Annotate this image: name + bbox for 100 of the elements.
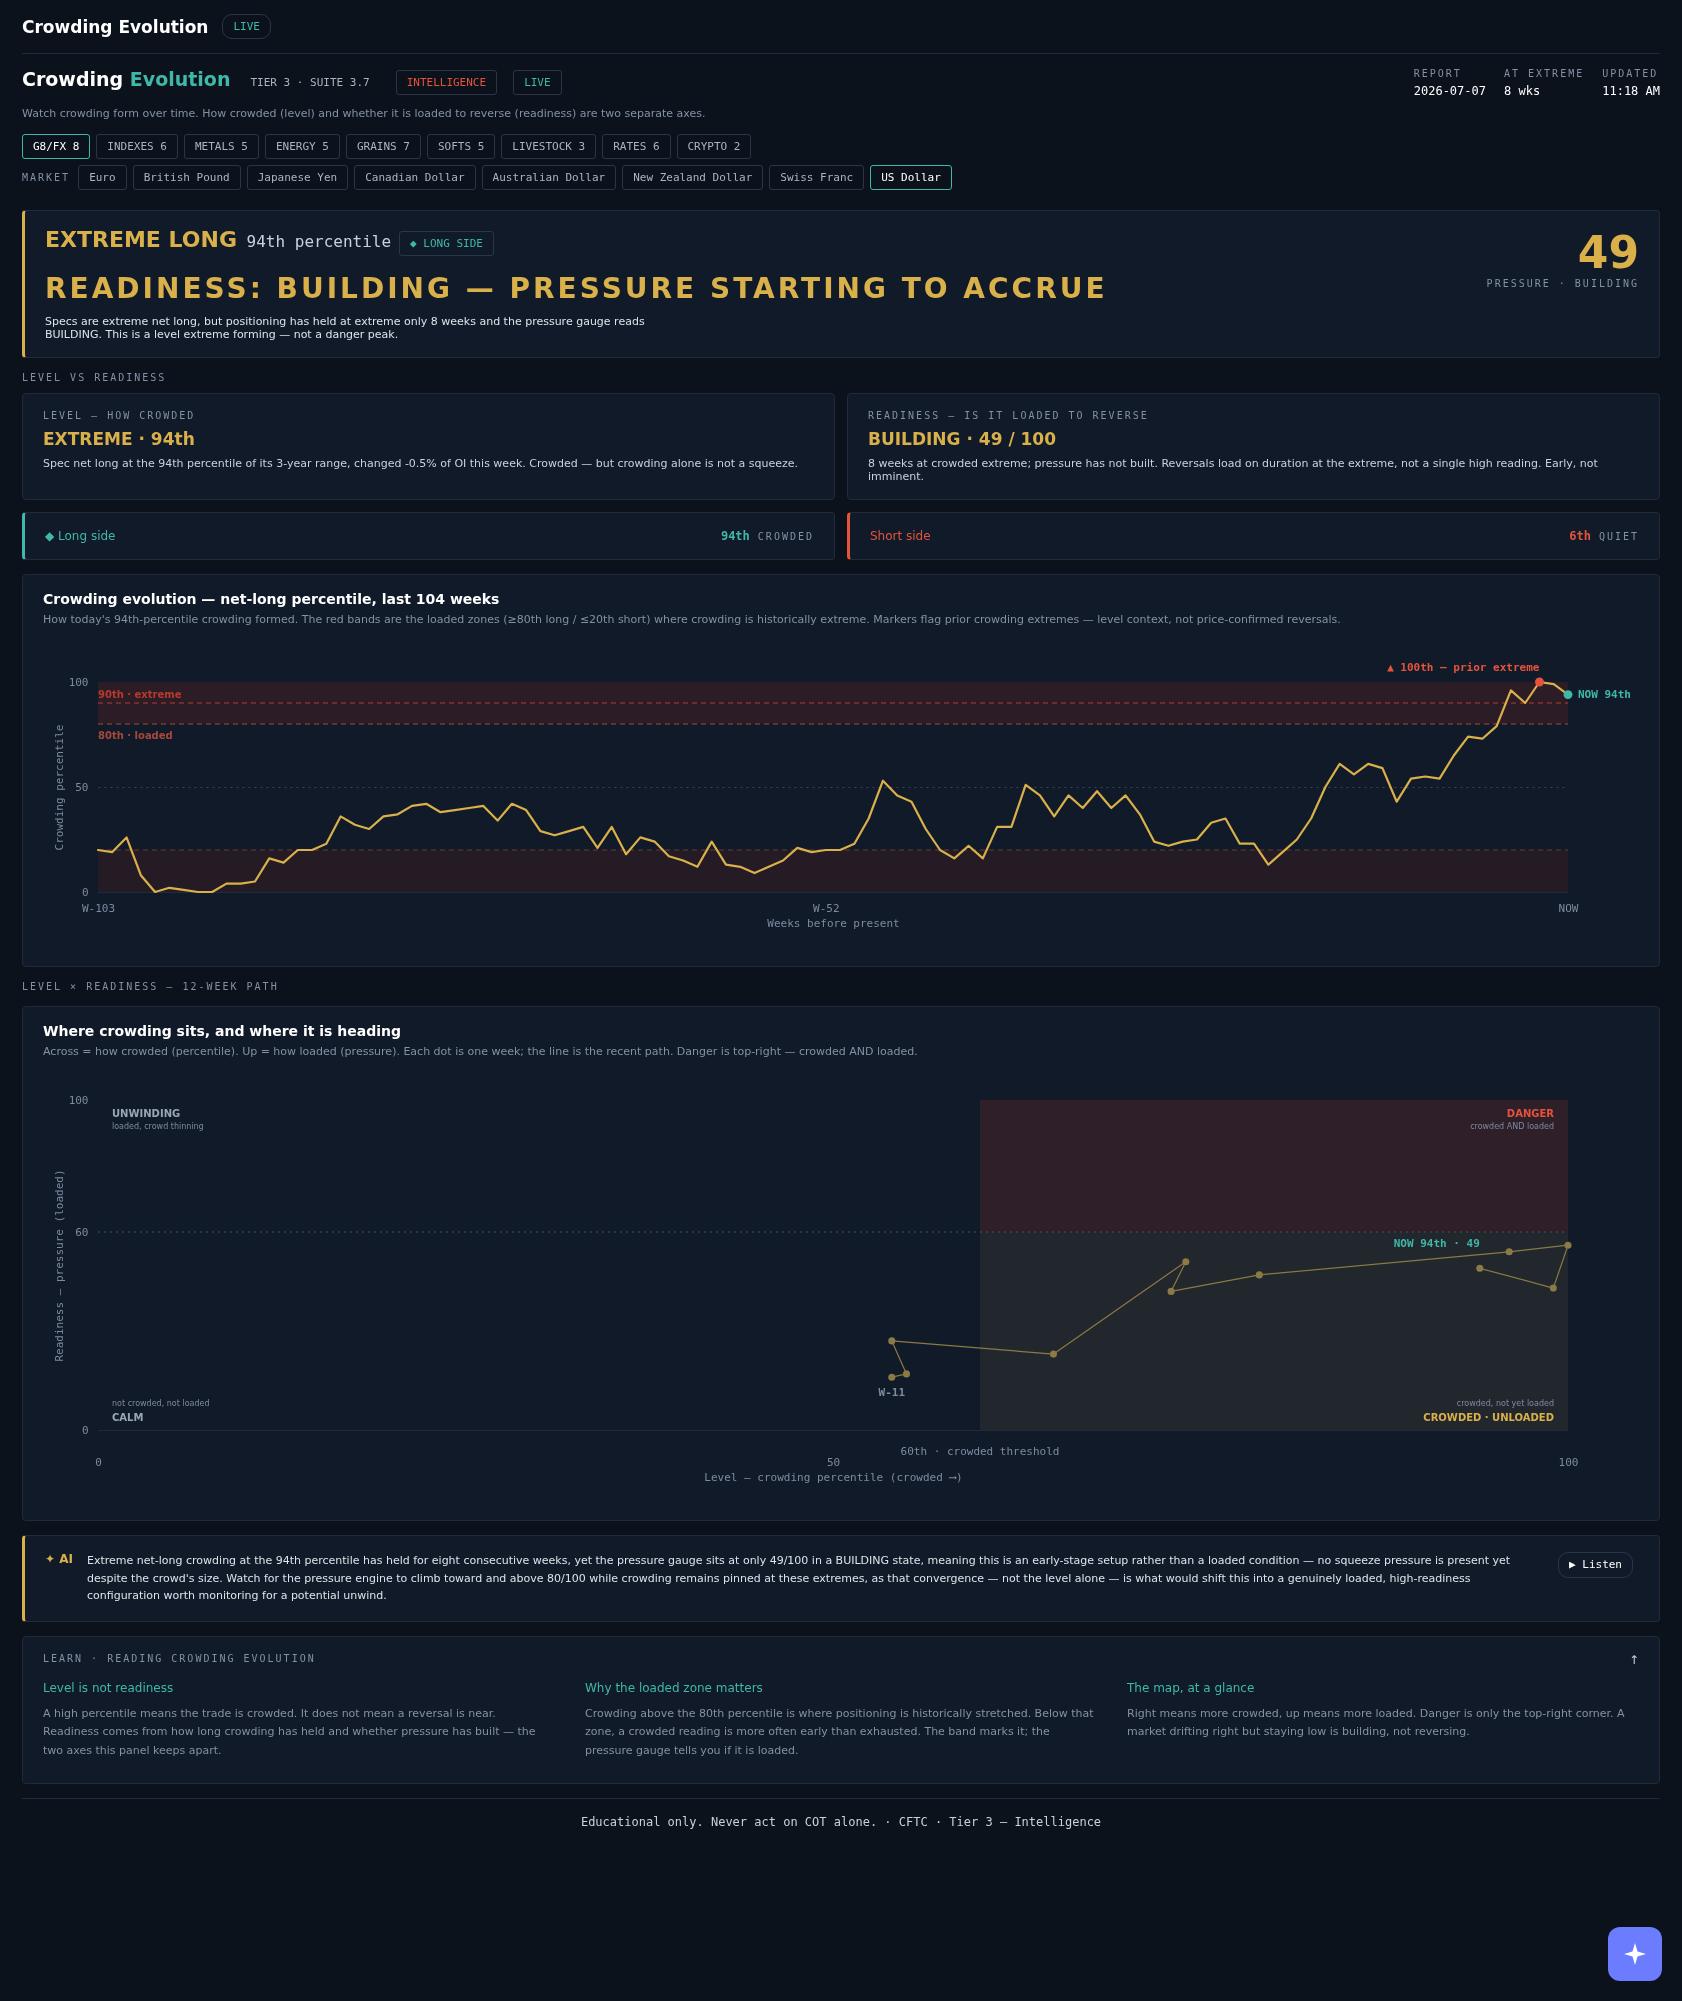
y-axis-title: Readiness — pressure (loaded) xyxy=(52,1169,66,1362)
text: LIVESTOCK 3 xyxy=(501,134,597,159)
text: LIVE xyxy=(513,70,562,95)
text: ▶ Listen xyxy=(1558,1552,1633,1578)
text: INTELLIGENCE xyxy=(395,70,498,95)
text: EXTREME · 94th xyxy=(43,429,196,449)
chart-title: Crowding evolution — net-long percentile, last 104 weeks xyxy=(43,591,501,607)
annotation: loaded, crowd thinning xyxy=(112,1122,204,1131)
y-tick-label: 100 xyxy=(68,675,89,689)
ref-line-label: 80th · loaded xyxy=(98,730,173,741)
x-axis-title: Level — crowding percentile (crowded ⟶) xyxy=(704,1470,963,1484)
text: Extreme net-long crowding at the 94th percentile has held for eight consecutive weeks, yet the pressure gauge sits at only 49/100 in a BUILDING state, meaning this is an early-stage setup rather than a loaded condition — no squeeze pressure is present yet despite the crowd's size. Watch for the pressure engine to climb toward and above 80/100 while crowding remains pinned at these extremes, as that convergence — not the level alone — is what would shift this into a genuinely loaded, high-readiness configuration worth monitoring for a potential unwind. xyxy=(86,1553,1512,1605)
text: 6th xyxy=(1569,529,1591,543)
x-tick-label: 0 xyxy=(95,1455,102,1469)
text: Right means more crowded, up means more loaded. Danger is only the top-right corner. A market drifting right but staying low is building, not reversing. xyxy=(1127,1705,1626,1741)
text: CROWDED xyxy=(756,531,814,542)
text: Crowding Evolution xyxy=(22,68,231,90)
text: UPDATED xyxy=(1602,68,1660,81)
text: MARKET xyxy=(22,172,71,183)
text: INDEXES 6 xyxy=(96,134,178,159)
chart-subtitle: Across = how crowded (percentile). Up = how loaded (pressure). Each dot is one week; the line is the recent path. Danger is top-right — crowded AND loaded. xyxy=(43,1045,919,1058)
text: The map, at a glance xyxy=(1127,1680,1256,1695)
text: Level is not readiness xyxy=(43,1680,175,1695)
text: ◆ LONG SIDE xyxy=(399,231,494,256)
text: Spec net long at the 94th percentile of its 3-year range, changed -0.5% of OI this week. Crowded — but crowding alone is not a squeeze. xyxy=(43,457,800,470)
text: ✦ AI xyxy=(45,1552,73,1568)
text: Canadian Dollar xyxy=(354,165,476,190)
text: Short side xyxy=(870,529,931,543)
text: METALS 5 xyxy=(183,134,259,159)
text: Specs are extreme net long, but positioning has held at extreme only 8 weeks and the pressure gauge reads BUILDING. This is a level extreme forming — not a danger peak. xyxy=(45,315,646,341)
annotation: crowded, not yet loaded xyxy=(1456,1399,1554,1408)
text: 49 xyxy=(1576,227,1639,278)
text: Watch crowding form over time. How crowded (level) and whether it is loaded to reverse (readiness) are two separate axes. xyxy=(22,107,707,120)
point xyxy=(1564,1241,1572,1249)
text: BUILDING · 49 / 100 xyxy=(868,429,1058,449)
annotation: NOW 94th · 49 xyxy=(1393,1237,1480,1251)
point xyxy=(1167,1287,1175,1295)
point xyxy=(902,1370,911,1378)
text: Japanese Yen xyxy=(246,165,349,190)
annotation: crowded AND loaded xyxy=(1470,1122,1554,1131)
text: AT EXTREME xyxy=(1503,68,1585,81)
x-tick-label: W-103 xyxy=(81,901,116,915)
text: LEVEL VS READINESS xyxy=(22,372,168,383)
annotation: DANGER xyxy=(1506,1108,1555,1119)
text: G8/FX 8 xyxy=(22,134,91,159)
text: New Zealand Dollar xyxy=(622,165,764,190)
text: Crowding above the 80th percentile is where positioning is historically stretched. Below that zone, a crowded reading is more often early than exhausted. The band marks it; the pressure gauge tells you if it is loaded. xyxy=(585,1705,1095,1760)
y-tick-label: 0 xyxy=(81,885,89,899)
annotation: CALM xyxy=(112,1412,144,1423)
text: Crowding Evolution xyxy=(22,16,209,37)
point xyxy=(1182,1258,1190,1266)
text: READINESS: BUILDING — PRESSURE STARTING TO ACCRUE xyxy=(45,272,1108,305)
x-tick-label: 100 xyxy=(1558,1455,1579,1469)
chart-subtitle: How today's 94th-percentile crowding formed. The red bands are the loaded zones (≥80th long / ≤20th short) where crowding is historically extreme. Markers flag prior crowding extremes — level context, not price-confirmed reversals. xyxy=(43,613,1342,626)
text: LEARN · READING CROWDING EVOLUTION xyxy=(43,1652,316,1666)
band-label: 60th · crowded threshold xyxy=(900,1445,1060,1458)
text: TIER 3 · SUITE 3.7 xyxy=(249,75,371,91)
text: Australian Dollar xyxy=(481,165,617,190)
text: SOFTS 5 xyxy=(426,134,496,159)
text: US Dollar xyxy=(870,165,952,190)
chart-title: Where crowding sits, and where it is heading xyxy=(43,1023,403,1039)
point xyxy=(1549,1284,1557,1292)
text: 8 weeks at crowded extreme; pressure has not built. Reversals load on duration at the extreme, not a single high reading. Early, not imminent. xyxy=(868,457,1599,483)
text: REPORT xyxy=(1413,68,1463,81)
text: 11:18 AM xyxy=(1602,84,1660,100)
text: 8 wks xyxy=(1503,84,1542,100)
text: 94th percentile xyxy=(245,232,392,251)
text: ENERGY 5 xyxy=(264,134,340,159)
x-axis-title: Weeks before present xyxy=(767,916,900,930)
text: LEVEL × READINESS — 12-WEEK PATH xyxy=(22,981,280,992)
text: British Pound xyxy=(132,165,241,190)
text: PRESSURE · BUILDING xyxy=(1486,278,1639,289)
y-tick-label: 100 xyxy=(68,1093,89,1107)
annotation: not crowded, not loaded xyxy=(112,1399,210,1408)
text: 94th xyxy=(720,529,750,543)
text: Educational only. Never act on COT alone. · CFTC · Tier 3 — Intelligence xyxy=(580,1814,1102,1829)
annotation: ▲ 100th — prior extreme xyxy=(1387,661,1540,674)
text: Why the loaded zone matters xyxy=(585,1680,764,1695)
text: A high percentile means the trade is crowded. It does not mean a reversal is near. Readiness comes from how long crowding has held and whether pressure has built — the two axes this panel keeps apart. xyxy=(43,1705,537,1760)
text: LIVE xyxy=(222,14,271,39)
text: GRAINS 7 xyxy=(345,134,421,159)
point xyxy=(1505,1248,1513,1256)
text: ↑ xyxy=(1628,1652,1639,1667)
text: CRYPTO 2 xyxy=(676,134,752,159)
annotation: CROWDED · UNLOADED xyxy=(1423,1412,1554,1423)
text: 2026-07-07 xyxy=(1413,84,1486,100)
text: ◆ Long side xyxy=(45,529,116,543)
point xyxy=(888,1373,896,1381)
y-axis-title: Crowding percentile xyxy=(52,724,66,851)
y-tick-label: 60 xyxy=(75,1225,89,1239)
text: READINESS — IS IT LOADED TO REVERSE xyxy=(868,410,1150,421)
x-tick-label: W-52 xyxy=(813,901,840,915)
text: EXTREME LONG xyxy=(45,227,237,252)
annotation: NOW 94th xyxy=(1578,687,1631,701)
x-tick-label: 50 xyxy=(826,1455,841,1469)
text: Swiss Franc xyxy=(769,165,865,190)
point xyxy=(1255,1271,1263,1279)
text: Euro xyxy=(78,165,127,190)
y-tick-label: 50 xyxy=(75,780,89,794)
point xyxy=(888,1337,896,1345)
